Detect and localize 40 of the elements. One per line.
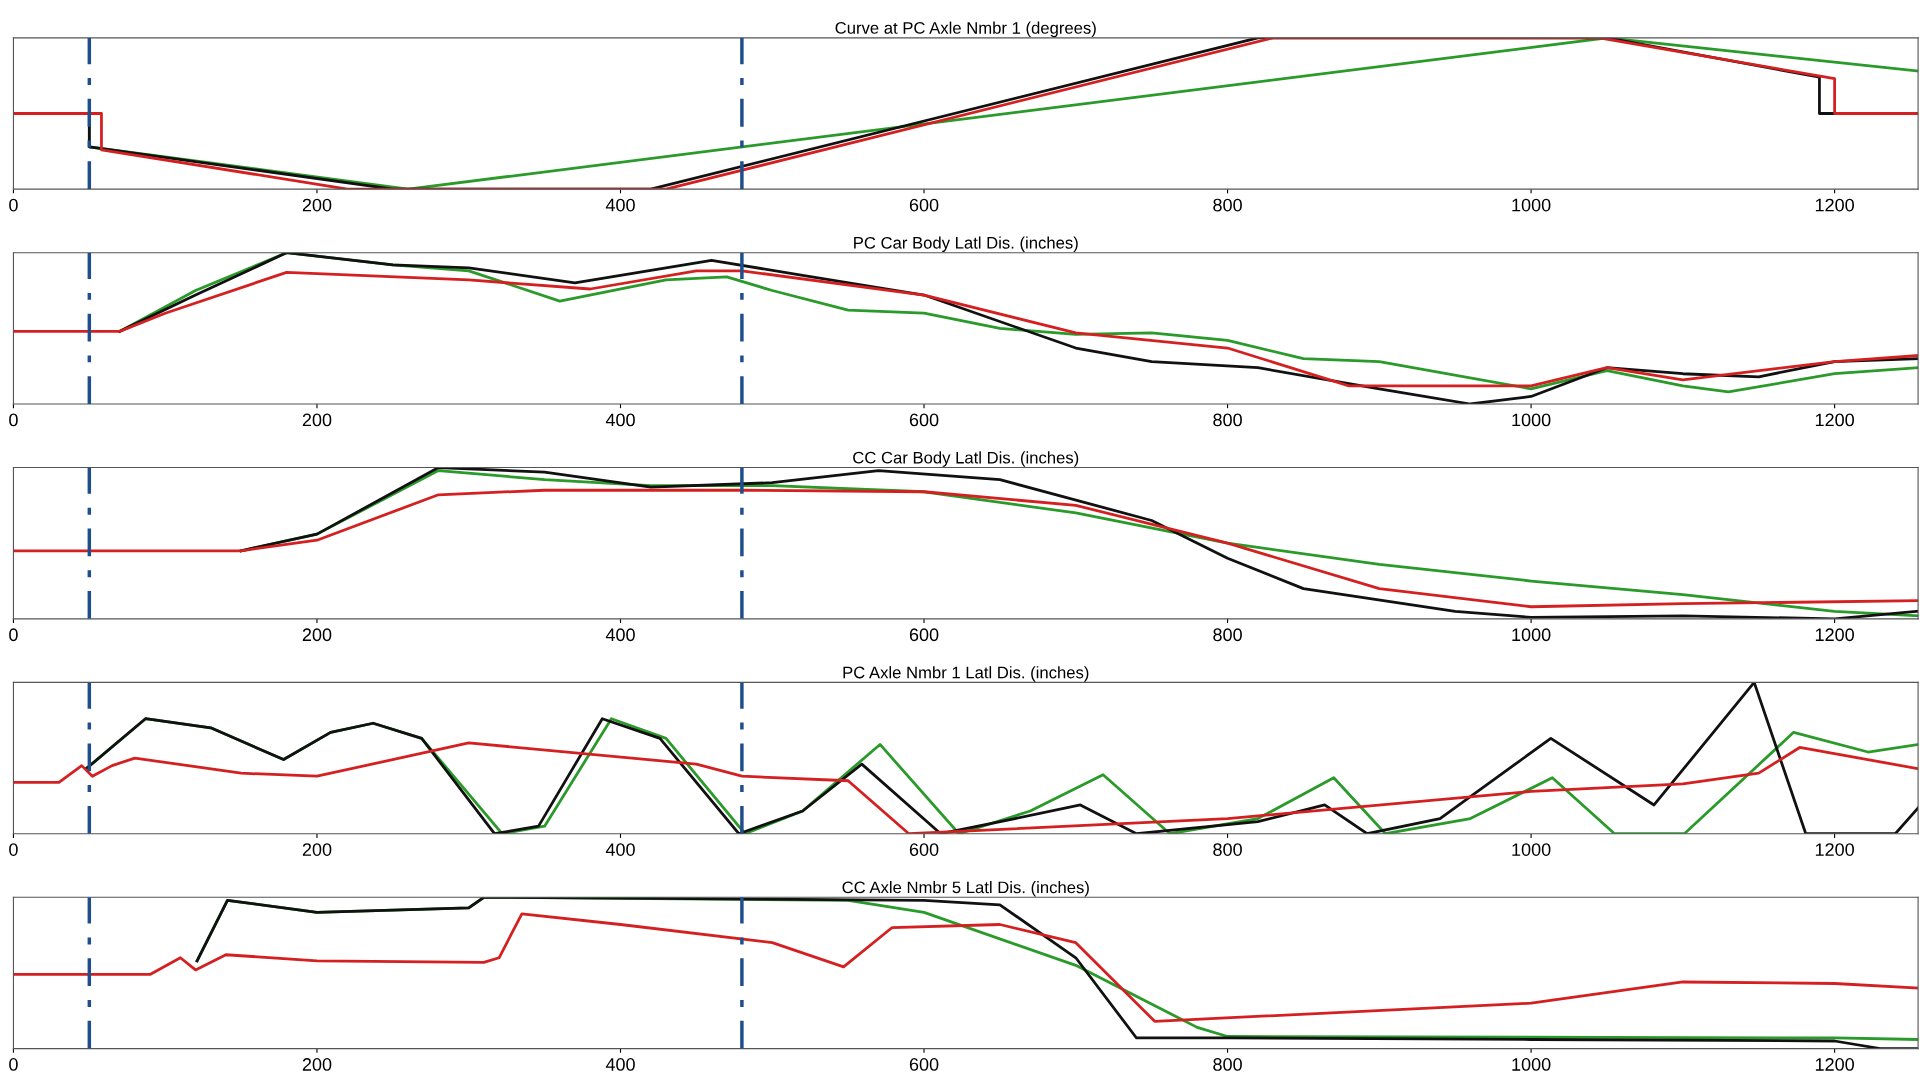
chart-title: CC Axle Nmbr 5 Latl Dis. (inches) xyxy=(842,881,1089,897)
x-tick-label: 600 xyxy=(909,413,939,427)
x-tick-label: 1000 xyxy=(1512,843,1551,856)
x-tick-label: 1000 xyxy=(1512,413,1551,427)
x-tick-label: 200 xyxy=(302,1058,332,1071)
x-tick-label: 200 xyxy=(302,198,332,212)
x-tick-label: 1000 xyxy=(1512,198,1551,212)
x-tick-label: 400 xyxy=(605,843,635,856)
x-tick-label: 400 xyxy=(605,628,635,642)
x-tick-label: 800 xyxy=(1213,413,1242,427)
x-tick-label: 800 xyxy=(1213,628,1242,642)
x-tick-label: 0 xyxy=(9,843,18,856)
chart-title: CC Car Body Latl Dis. (inches) xyxy=(853,451,1079,467)
x-tick-label: 0 xyxy=(9,413,18,427)
x-tick-label: 600 xyxy=(909,1058,939,1071)
x-tick-label: 800 xyxy=(1213,843,1242,856)
x-tick-label: 1000 xyxy=(1512,1058,1551,1071)
chart-title: PC Axle Nmbr 1 Latl Dis. (inches) xyxy=(843,666,1089,682)
x-tick-label: 0 xyxy=(9,1058,18,1071)
x-tick-label: 200 xyxy=(302,628,332,642)
x-tick-label: 200 xyxy=(302,843,332,856)
x-tick-label: 1200 xyxy=(1815,628,1854,642)
x-tick-label: 0 xyxy=(9,198,18,212)
x-tick-label: 600 xyxy=(909,628,939,642)
x-tick-label: 1000 xyxy=(1512,628,1551,642)
x-tick-label: 1200 xyxy=(1815,1058,1854,1071)
x-tick-label: 1200 xyxy=(1815,198,1854,212)
chart-title: Curve at PC Axle Nmbr 1 (degrees) xyxy=(835,21,1096,38)
x-tick-label: 800 xyxy=(1213,198,1242,212)
x-tick-label: 800 xyxy=(1213,1058,1242,1071)
x-tick-label: 400 xyxy=(605,1058,635,1071)
x-tick-label: 400 xyxy=(605,413,635,427)
x-tick-label: 600 xyxy=(909,843,939,856)
chart-title: PC Car Body Latl Dis. (inches) xyxy=(854,236,1078,252)
x-tick-label: 1200 xyxy=(1815,413,1854,427)
x-tick-label: 200 xyxy=(302,413,332,427)
x-tick-label: 0 xyxy=(9,628,18,642)
x-tick-label: 1200 xyxy=(1815,843,1854,856)
x-tick-label: 400 xyxy=(605,198,635,212)
x-tick-label: 600 xyxy=(909,198,939,212)
